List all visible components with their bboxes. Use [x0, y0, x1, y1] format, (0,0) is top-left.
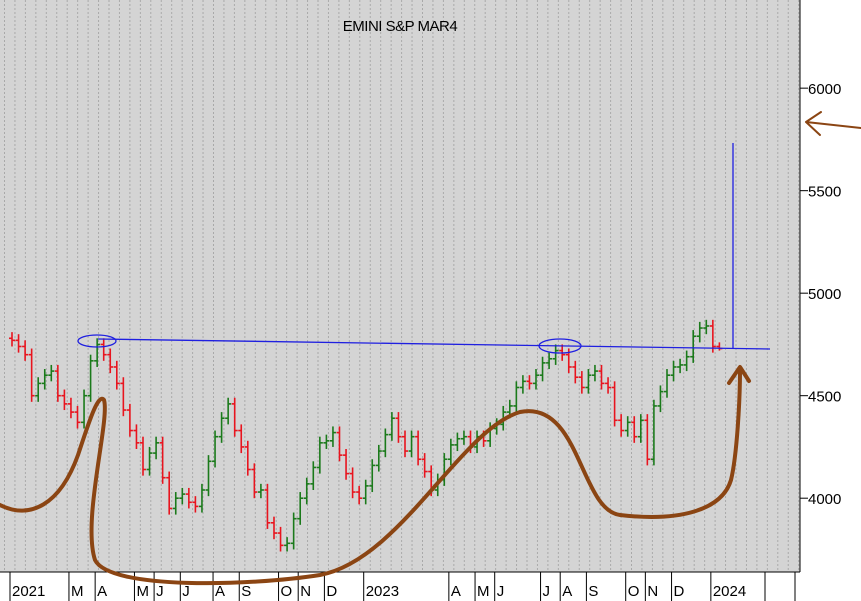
- x-tick-label: M: [477, 583, 490, 600]
- highlight-ellipse: [538, 338, 582, 354]
- x-tick-label: A: [562, 583, 572, 600]
- y-axis: 4000 4500 5000 5500 6000: [800, 81, 841, 508]
- x-tick-label: J: [497, 583, 505, 600]
- highlight-ellipse: [77, 334, 117, 348]
- x-tick-label: M: [136, 583, 149, 600]
- x-tick-label: N: [647, 583, 658, 600]
- x-tick-label: 2023: [366, 583, 399, 600]
- x-tick-label: D: [674, 583, 685, 600]
- cup-annotation: [0, 368, 742, 586]
- price-bars: [9, 319, 723, 552]
- x-tick-label: S: [241, 583, 251, 600]
- x-tick-label: D: [326, 583, 337, 600]
- x-tick-label: N: [300, 583, 311, 600]
- y-tick-label: 5500: [808, 184, 841, 201]
- x-tick-label: 2021: [12, 583, 45, 600]
- x-tick-label: A: [215, 583, 225, 600]
- y-tick-label: 4000: [808, 491, 841, 508]
- x-axis: 2021 M A M J J A S O N D 2023 A M J J A S O N D 2024: [9, 572, 746, 601]
- x-tick-label: J: [156, 583, 164, 600]
- y-tick-label: 4500: [808, 389, 841, 406]
- vertical-grid: [0, 0, 800, 572]
- y-tick-label: 5000: [808, 286, 841, 303]
- chart-title: EMINI S&P MAR4: [343, 18, 458, 35]
- x-tick-label: O: [281, 583, 293, 600]
- x-tick-label: M: [71, 583, 84, 600]
- x-tick-label: J: [182, 583, 190, 600]
- target-arrow: [805, 111, 861, 136]
- x-tick-label: 2024: [713, 583, 746, 600]
- arrow-head: [727, 365, 751, 385]
- x-tick-label: A: [97, 583, 107, 600]
- x-tick-label: A: [451, 583, 461, 600]
- x-tick-label: J: [543, 583, 551, 600]
- x-tick-label: S: [588, 583, 598, 600]
- x-tick-label: O: [628, 583, 640, 600]
- trend-line: [97, 338, 771, 350]
- y-tick-label: 6000: [808, 81, 841, 98]
